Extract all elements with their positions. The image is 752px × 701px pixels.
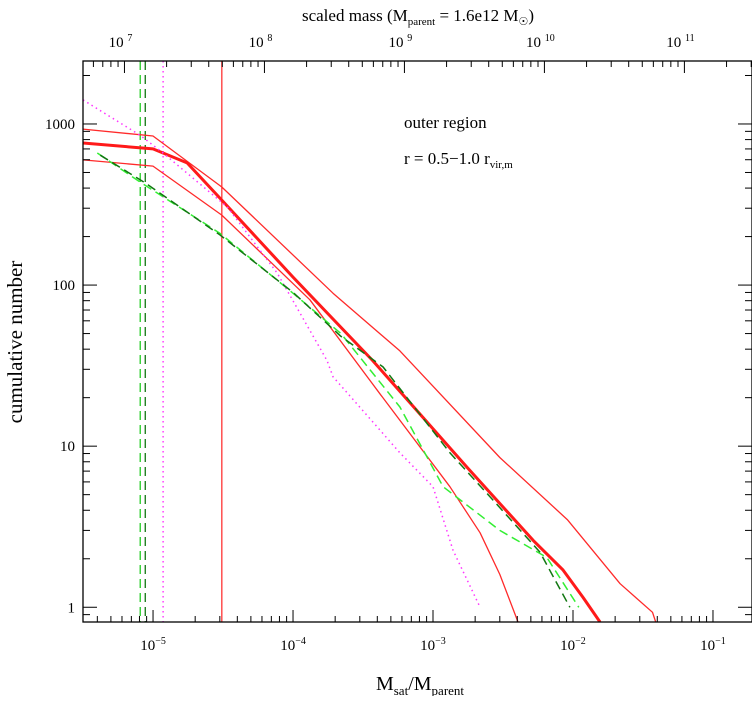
x-axis-label: Msat/Mparent	[376, 673, 464, 696]
series-group	[83, 61, 657, 622]
y-tick-label: 1	[68, 600, 76, 616]
series-line-1	[83, 141, 602, 622]
top-tick-label: 10 11	[666, 33, 694, 51]
series-line-2	[83, 159, 519, 622]
top-axis-title: scaled mass (Mparent = 1.6e12 M☉)	[302, 6, 534, 28]
series-line-3	[83, 99, 481, 608]
top-tick-label: 10 7	[109, 33, 133, 51]
axes: 10−5 10−4 10−3 10−2 10−1 10 7 10 8 10 9 10 10 10 …	[45, 33, 752, 654]
plot-frame	[82, 60, 752, 623]
series-line-0	[83, 128, 657, 622]
plot-area	[83, 61, 657, 622]
annotation-radius: r = 0.5−1.0 rvir,m	[404, 149, 513, 171]
x-tick-label: 10−5	[140, 636, 166, 654]
y-axis-label: cumulative number	[3, 261, 27, 424]
x-tick-label: 10−3	[420, 636, 446, 654]
top-tick-label: 10 8	[249, 33, 273, 51]
x-tick-label: 10−2	[560, 636, 586, 654]
y-tick-label: 100	[53, 278, 76, 294]
series-line-5	[99, 154, 571, 608]
top-tick-label: 10 10	[526, 33, 555, 51]
y-tick-label: 1000	[45, 117, 75, 133]
x-tick-label: 10−1	[700, 636, 726, 654]
x-tick-label: 10−4	[280, 636, 306, 654]
y-tick-label: 10	[60, 439, 75, 455]
annotation-region: outer region	[404, 113, 487, 132]
top-tick-label: 10 9	[389, 33, 413, 51]
series-line-4	[96, 152, 580, 608]
